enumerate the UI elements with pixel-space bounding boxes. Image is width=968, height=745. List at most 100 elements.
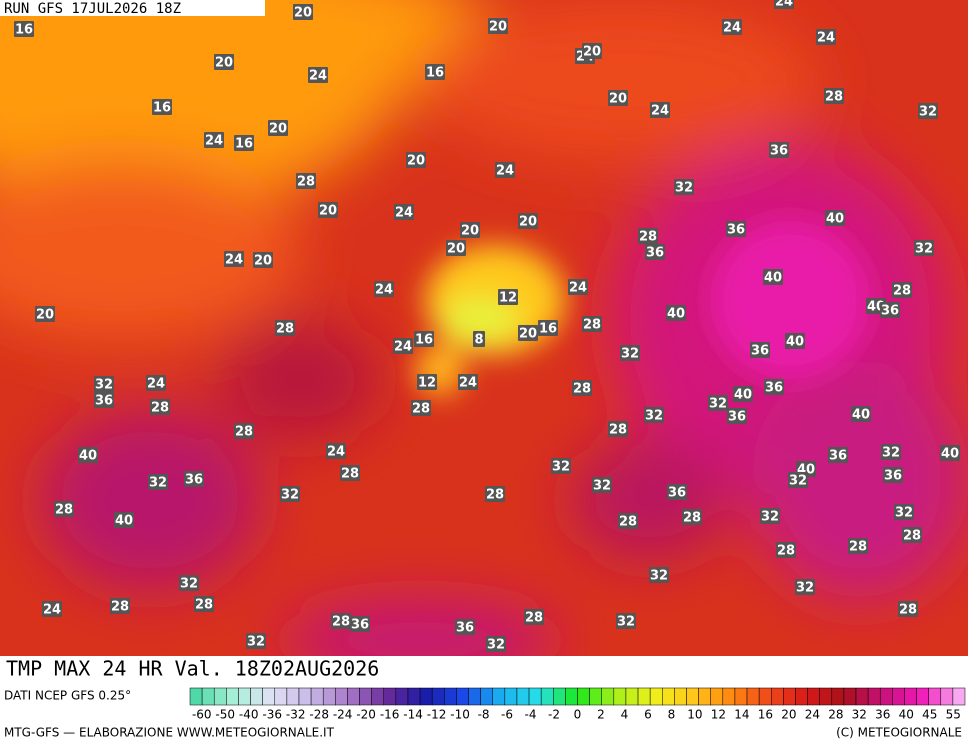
colorbar-swatch bbox=[347, 687, 360, 706]
colorbar-swatch bbox=[565, 687, 578, 706]
contour-label: 20 bbox=[609, 92, 627, 107]
colorbar-tick-label: -32 bbox=[286, 708, 306, 722]
contour-label: 40 bbox=[734, 388, 752, 403]
label-box bbox=[194, 596, 214, 612]
colorbar-swatch bbox=[855, 687, 869, 706]
contour-label: 32 bbox=[281, 488, 299, 503]
colorbar-tick-label: 45 bbox=[922, 708, 937, 722]
colorbar-swatch bbox=[468, 687, 481, 706]
colorbar-tick-label: -8 bbox=[478, 708, 490, 722]
label-box bbox=[234, 423, 254, 439]
label-box bbox=[94, 392, 114, 408]
colorbar-swatch bbox=[916, 687, 929, 706]
colorbar-tick-label: -12 bbox=[427, 708, 447, 722]
contour-label: 32 bbox=[796, 581, 814, 596]
contour-label: 20 bbox=[294, 6, 312, 21]
label-box bbox=[785, 333, 805, 349]
contour-label: 16 bbox=[153, 101, 171, 116]
contour-label: 20 bbox=[489, 20, 507, 35]
colorbar-tick-label: 4 bbox=[621, 708, 629, 722]
contour-label: 16 bbox=[235, 137, 253, 152]
colorbar-swatch bbox=[528, 687, 542, 706]
contour-label: 36 bbox=[770, 144, 788, 159]
colorbar-tick-label: -28 bbox=[309, 708, 329, 722]
label-box bbox=[764, 379, 784, 395]
colorbar-swatch bbox=[710, 687, 724, 706]
contour-label: 20 bbox=[461, 224, 479, 239]
label-box bbox=[918, 103, 938, 119]
colorbar-swatch bbox=[383, 687, 397, 706]
colorbar-swatch bbox=[238, 687, 251, 706]
contour-label: 36 bbox=[351, 618, 369, 633]
colorbar-tick-label: 20 bbox=[781, 708, 796, 722]
label-box bbox=[495, 162, 515, 178]
label-box bbox=[340, 465, 360, 481]
colorbar-swatch bbox=[625, 687, 639, 706]
label-box bbox=[726, 221, 746, 237]
contour-label: 28 bbox=[825, 90, 843, 105]
contour-label: 36 bbox=[646, 246, 664, 261]
contour-label: 28 bbox=[849, 540, 867, 555]
contour-label: 28 bbox=[297, 175, 315, 190]
contour-label: 32 bbox=[761, 510, 779, 525]
label-box bbox=[825, 210, 845, 226]
contour-label: 28 bbox=[683, 511, 701, 526]
contour-label: 32 bbox=[621, 347, 639, 362]
colorbar-tick-label: -40 bbox=[239, 708, 259, 722]
contour-label: 20 bbox=[583, 45, 601, 60]
colorbar-tick-label: 32 bbox=[852, 708, 867, 722]
contour-label: 32 bbox=[617, 615, 635, 630]
label-box bbox=[788, 472, 808, 488]
contour-label: 32 bbox=[895, 506, 913, 521]
label-box bbox=[638, 228, 658, 244]
label-box bbox=[94, 376, 114, 392]
contour-label: 20 bbox=[319, 204, 337, 219]
contour-label: 36 bbox=[727, 223, 745, 238]
label-box bbox=[374, 281, 394, 297]
contour-label: 32 bbox=[180, 577, 198, 592]
colorbar-swatch bbox=[843, 687, 857, 706]
contour-label: 32 bbox=[552, 460, 570, 475]
colorbar-swatch bbox=[577, 687, 590, 706]
colorbar-swatch bbox=[201, 687, 215, 706]
label-box bbox=[795, 579, 815, 595]
label-box bbox=[674, 179, 694, 195]
label-box bbox=[618, 513, 638, 529]
contour-label: 12 bbox=[499, 291, 517, 306]
contour-label: 36 bbox=[765, 381, 783, 396]
label-box bbox=[486, 636, 506, 652]
contour-label: 28 bbox=[332, 615, 350, 630]
colorbar-swatch bbox=[940, 687, 954, 706]
contour-label: 32 bbox=[709, 397, 727, 412]
source: DATI NCEP GFS 0.25° bbox=[4, 689, 131, 703]
colorbar-tick-label: -16 bbox=[380, 708, 400, 722]
colorbar-tick-label: -14 bbox=[403, 708, 423, 722]
colorbar-swatch bbox=[879, 687, 893, 706]
contour-label: 28 bbox=[276, 322, 294, 337]
colorbar-swatch bbox=[322, 687, 336, 706]
colorbar-tick-label: -60 bbox=[192, 708, 212, 722]
contour-label: 32 bbox=[882, 446, 900, 461]
contour-label: 20 bbox=[447, 242, 465, 257]
label-box bbox=[308, 67, 328, 83]
label-box bbox=[331, 613, 351, 629]
colorbar-swatch bbox=[746, 687, 760, 706]
label-box bbox=[572, 380, 592, 396]
contour-label: 40 bbox=[941, 447, 959, 462]
label-box bbox=[733, 386, 753, 402]
contour-label: 24 bbox=[651, 104, 669, 119]
colorbar-tick-label: 16 bbox=[758, 708, 773, 722]
contour-label: 28 bbox=[195, 598, 213, 613]
contour-label: 24 bbox=[327, 445, 345, 460]
colorbar-swatch bbox=[771, 687, 784, 706]
label-box bbox=[455, 619, 475, 635]
contour-label: 40 bbox=[79, 449, 97, 464]
contour-label: 32 bbox=[789, 474, 807, 489]
contour-label: 28 bbox=[777, 544, 795, 559]
contour-label: 24 bbox=[309, 69, 327, 84]
label-box bbox=[608, 421, 628, 437]
contour-label: 28 bbox=[573, 382, 591, 397]
colorbar-swatch bbox=[407, 687, 421, 706]
colorbar-swatch bbox=[758, 687, 772, 706]
label-box bbox=[828, 447, 848, 463]
